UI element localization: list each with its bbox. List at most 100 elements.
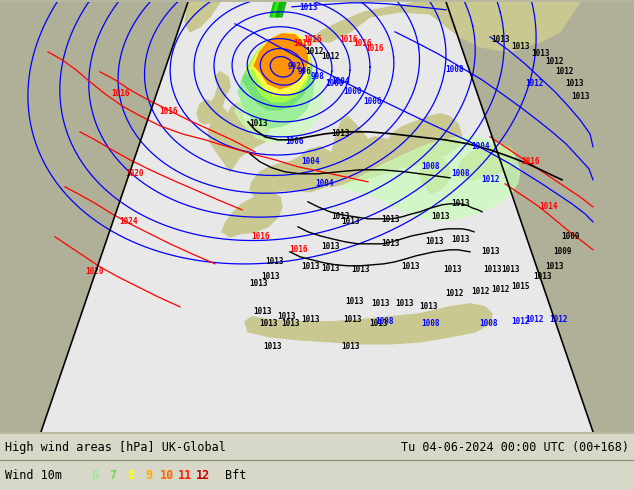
Text: 1013: 1013 [321, 264, 339, 273]
Text: Bft: Bft [225, 469, 247, 482]
Text: 1013: 1013 [262, 343, 281, 351]
Polygon shape [332, 117, 368, 164]
Polygon shape [208, 72, 270, 172]
Text: 1013: 1013 [451, 199, 469, 208]
Text: 1013: 1013 [531, 49, 549, 58]
Text: 1012: 1012 [511, 318, 529, 326]
Text: 1013: 1013 [426, 237, 444, 246]
Polygon shape [273, 2, 283, 17]
Text: 1008: 1008 [479, 319, 497, 328]
Polygon shape [222, 192, 282, 237]
Text: 1016: 1016 [339, 35, 357, 44]
Text: 1013: 1013 [331, 212, 349, 221]
Text: 1013: 1013 [484, 265, 502, 274]
Text: 1004: 1004 [471, 142, 489, 151]
Text: 1020: 1020 [86, 268, 104, 276]
Polygon shape [254, 34, 308, 89]
Text: 998: 998 [311, 73, 325, 81]
Polygon shape [325, 137, 402, 187]
Polygon shape [242, 37, 312, 110]
Text: 1013: 1013 [501, 265, 519, 274]
Text: 1013: 1013 [566, 79, 585, 88]
Text: 1013: 1013 [451, 235, 469, 245]
Polygon shape [270, 2, 280, 17]
Text: 1015: 1015 [511, 282, 529, 292]
Polygon shape [458, 144, 515, 180]
Polygon shape [246, 35, 310, 102]
Text: 1013: 1013 [277, 312, 295, 321]
Text: 1013: 1013 [340, 218, 359, 226]
Text: 1016: 1016 [288, 245, 307, 254]
Text: 996: 996 [298, 67, 312, 76]
Text: 1020: 1020 [126, 170, 145, 178]
Polygon shape [310, 2, 446, 42]
Text: 1013: 1013 [371, 299, 389, 308]
Text: 1012: 1012 [481, 175, 499, 184]
Text: 1009: 1009 [560, 232, 579, 242]
Text: 1012: 1012 [471, 287, 489, 296]
Text: 1004: 1004 [331, 77, 349, 86]
Text: 1000: 1000 [326, 79, 344, 88]
Text: 1008: 1008 [451, 170, 469, 178]
Text: 1012: 1012 [491, 285, 509, 294]
Text: 1016: 1016 [251, 232, 269, 242]
Text: 7: 7 [110, 469, 117, 482]
Polygon shape [41, 2, 593, 432]
Polygon shape [250, 147, 340, 197]
Text: 1014: 1014 [539, 202, 557, 211]
Text: 1012: 1012 [526, 316, 544, 324]
Text: 1012: 1012 [546, 57, 564, 66]
Text: 1013: 1013 [481, 247, 499, 256]
Text: 1013: 1013 [369, 319, 387, 328]
Text: 1013: 1013 [321, 243, 339, 251]
Text: 1013: 1013 [343, 316, 361, 324]
Polygon shape [185, 2, 220, 32]
Text: 1012: 1012 [321, 52, 339, 61]
Text: 1008: 1008 [446, 65, 464, 74]
Text: 1013: 1013 [266, 257, 284, 267]
Polygon shape [385, 114, 462, 170]
Text: 1016: 1016 [111, 89, 129, 98]
Text: 992: 992 [288, 62, 302, 72]
Text: 1006: 1006 [363, 98, 381, 106]
Text: 11: 11 [178, 469, 192, 482]
Text: Wind 10m: Wind 10m [5, 469, 62, 482]
Text: 8: 8 [127, 469, 134, 482]
Text: 1013: 1013 [340, 343, 359, 351]
Text: 6: 6 [91, 469, 98, 482]
Text: 1013: 1013 [381, 239, 399, 248]
Text: 1013: 1013 [430, 212, 450, 221]
Text: 10: 10 [160, 469, 174, 482]
Text: 1013: 1013 [418, 302, 437, 311]
Text: 1016: 1016 [353, 39, 372, 49]
Text: 1024: 1024 [119, 218, 137, 226]
Text: 1013: 1013 [249, 279, 268, 288]
Polygon shape [235, 54, 322, 142]
Text: 1016: 1016 [293, 39, 311, 49]
Text: 1016: 1016 [158, 107, 178, 116]
Text: High wind areas [hPa] UK-Global: High wind areas [hPa] UK-Global [5, 441, 226, 454]
Text: 12: 12 [196, 469, 210, 482]
Polygon shape [420, 157, 450, 194]
Polygon shape [0, 2, 634, 432]
Text: 1013: 1013 [346, 297, 365, 306]
Text: 1013: 1013 [401, 262, 419, 271]
Text: 1004: 1004 [316, 179, 334, 188]
Text: 1013: 1013 [396, 299, 414, 308]
Text: 1013: 1013 [571, 92, 589, 101]
Text: 1008: 1008 [421, 319, 439, 328]
Text: 1008: 1008 [375, 318, 393, 326]
Text: 1000: 1000 [343, 87, 361, 97]
Polygon shape [250, 33, 310, 96]
Text: 1013: 1013 [301, 262, 320, 271]
Text: 1013: 1013 [331, 129, 349, 138]
Text: 1006: 1006 [286, 137, 304, 147]
Text: 1012: 1012 [556, 67, 574, 76]
Text: 1009: 1009 [553, 247, 571, 256]
Text: 1013: 1013 [443, 265, 462, 274]
Polygon shape [197, 100, 215, 124]
Text: 1013: 1013 [281, 319, 299, 328]
Polygon shape [340, 137, 520, 220]
Text: 1013: 1013 [253, 307, 271, 317]
Text: 1013: 1013 [299, 3, 317, 12]
